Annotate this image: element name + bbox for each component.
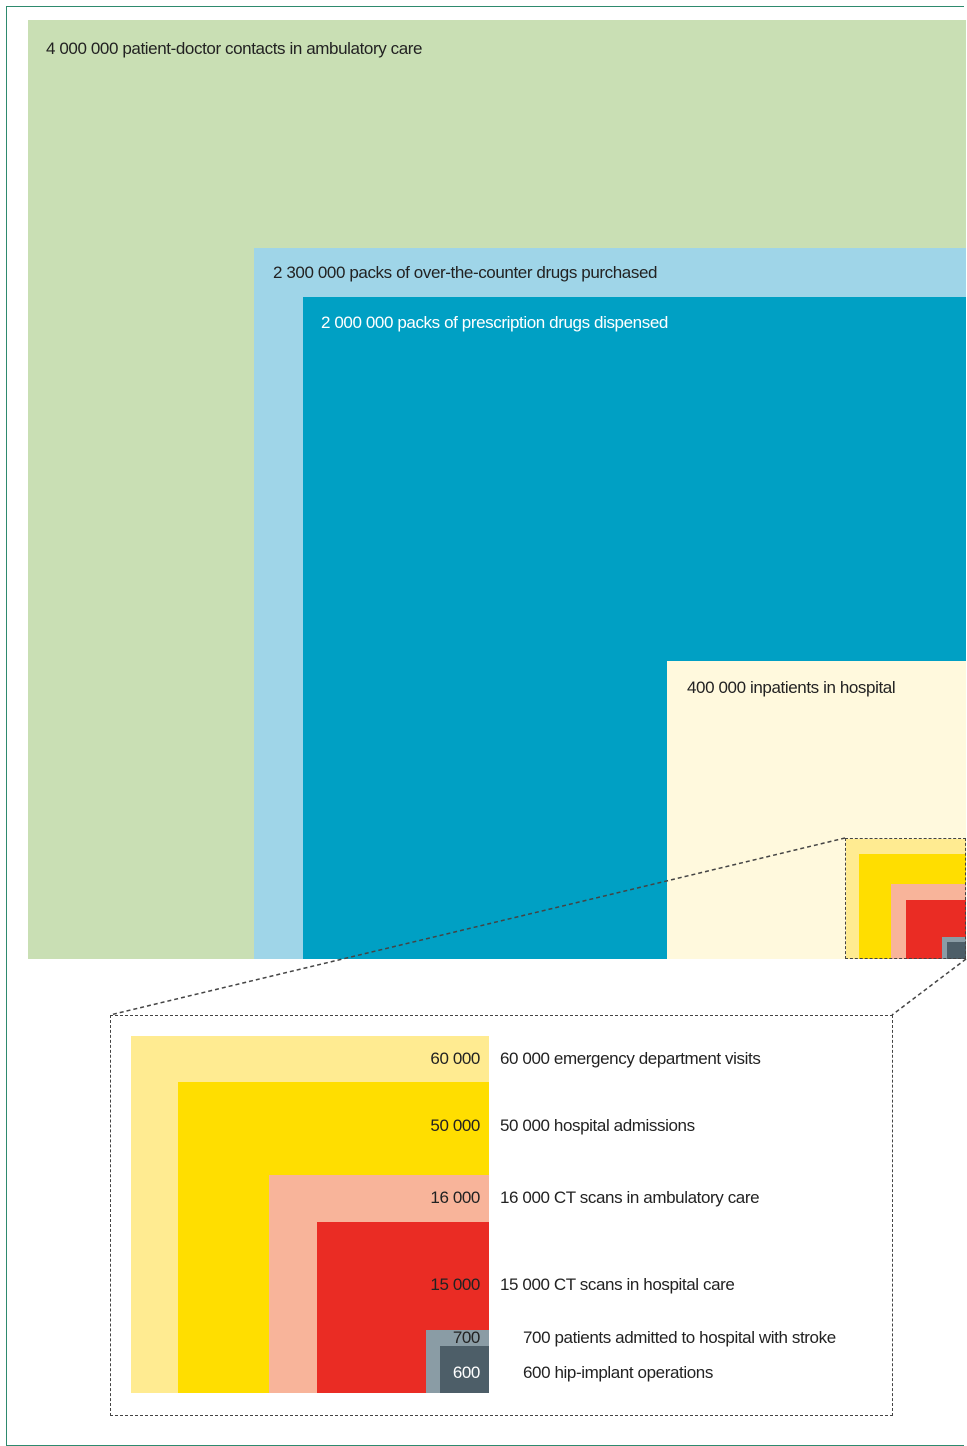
ct-hospital-description: 15 000 CT scans in hospital care bbox=[500, 1275, 735, 1294]
emergency-value: 60 000 bbox=[430, 1049, 480, 1068]
otc-drugs-label: 2 300 000 packs of over-the-counter drug… bbox=[273, 263, 658, 282]
hip-description: 600 hip-implant operations bbox=[523, 1363, 713, 1382]
inset-hip-square bbox=[440, 1346, 489, 1393]
zoom-source-frame bbox=[845, 838, 966, 959]
emergency-description: 60 000 emergency department visits bbox=[500, 1049, 761, 1068]
ct-ambulatory-value: 16 000 bbox=[430, 1188, 480, 1207]
mini-hip-square bbox=[947, 942, 966, 959]
ambulatory-care-label: 4 000 000 patient-doctor contacts in amb… bbox=[46, 39, 423, 58]
admissions-description: 50 000 hospital admissions bbox=[500, 1116, 695, 1135]
hip-value: 600 bbox=[452, 1363, 481, 1382]
admissions-value: 50 000 bbox=[430, 1116, 480, 1135]
ct-ambulatory-description: 16 000 CT scans in ambulatory care bbox=[500, 1188, 760, 1207]
inpatients-label: 400 000 inpatients in hospital bbox=[687, 678, 896, 697]
inset-frame bbox=[110, 1015, 893, 1416]
prescription-drugs-label: 2 000 000 packs of prescription drugs di… bbox=[321, 313, 668, 332]
stroke-description: 700 patients admitted to hospital with s… bbox=[523, 1328, 836, 1347]
ct-hospital-value: 15 000 bbox=[430, 1275, 480, 1294]
stroke-value: 700 bbox=[452, 1328, 481, 1347]
